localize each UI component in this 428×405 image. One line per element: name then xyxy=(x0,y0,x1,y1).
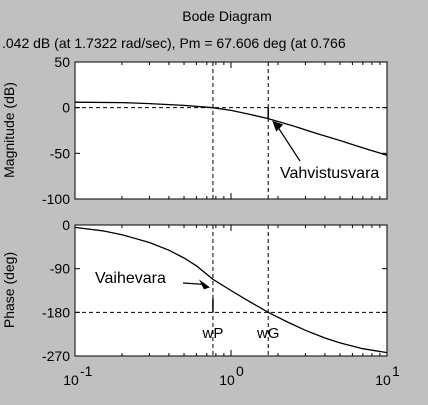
phase-ytick-label: -90 xyxy=(50,261,70,277)
phase-ytick-label: -270 xyxy=(42,348,70,364)
phase-yticks: 0 -90 -180 -270 xyxy=(42,217,387,364)
magnitude-guides xyxy=(75,62,387,199)
arrow-vahvistusvara xyxy=(277,127,301,162)
magnitude-series-line xyxy=(75,101,387,156)
label-wp: wP xyxy=(202,325,224,342)
x-tick-label: 10 xyxy=(63,372,79,388)
phase-ytick-label: 0 xyxy=(62,217,70,233)
x-tick-exponent: -1 xyxy=(80,363,93,379)
phase-ytick-label: -180 xyxy=(42,304,70,320)
phase-guides xyxy=(75,225,387,356)
magnitude-ytick-label: -50 xyxy=(50,145,70,161)
arrow-vaihevara xyxy=(182,282,204,285)
phase-series-line xyxy=(75,226,387,354)
phase-ylabel: Phase (deg) xyxy=(1,252,17,328)
x-tick-label: 10 xyxy=(219,372,235,388)
x-tick-label: 10 xyxy=(375,372,391,388)
x-tick-exponent: 0 xyxy=(236,363,244,379)
magnitude-ytick-label: -100 xyxy=(42,191,70,207)
chart-subtitle: .042 dB (at 1.7322 rad/sec), Pm = 67.606… xyxy=(2,35,346,51)
magnitude-axes xyxy=(74,61,388,200)
x-tick-exponent: 1 xyxy=(392,363,400,379)
annotation-vaihevara: Vaihevara xyxy=(95,270,166,287)
magnitude-ylabel: Magnitude (dB) xyxy=(1,82,17,178)
magnitude-ytick-label: 0 xyxy=(62,100,70,116)
annotation-vahvistusvara: Vahvistusvara xyxy=(280,165,379,182)
label-wg: wG xyxy=(256,325,280,342)
chart-title: Bode Diagram xyxy=(182,8,272,24)
arrowhead-vaihevara xyxy=(198,279,210,290)
magnitude-ytick-label: 50 xyxy=(54,54,70,70)
magnitude-yticks: 50 0 -50 -100 xyxy=(42,54,387,207)
arrowhead-vahvistusvara xyxy=(272,120,284,132)
annotations: Vahvistusvara Vaihevara wP wG xyxy=(95,107,379,342)
